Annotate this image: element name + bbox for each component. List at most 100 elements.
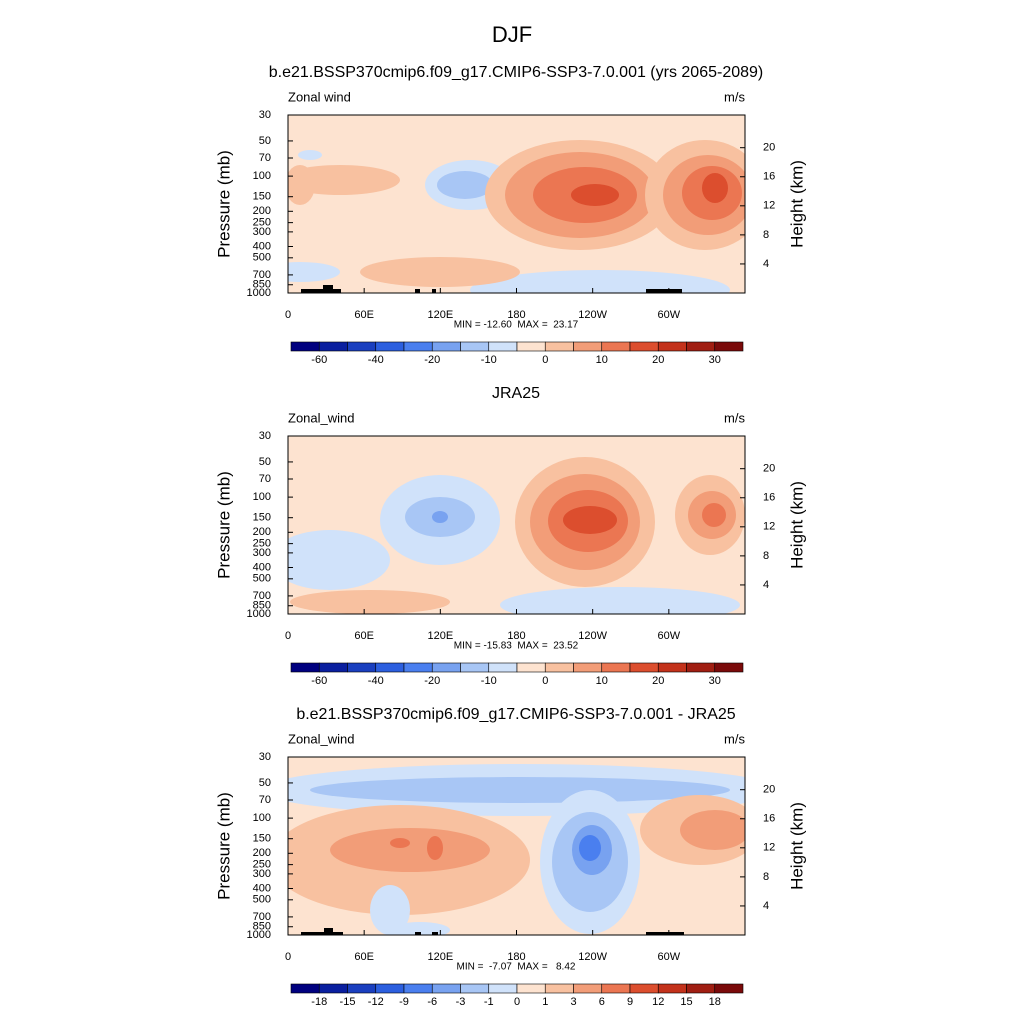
colorbar-box <box>375 983 405 994</box>
colorbar-box <box>686 983 716 994</box>
colorbar-label: 10 <box>596 675 608 687</box>
left-label: Zonal_wind <box>288 731 355 746</box>
colorbar-box <box>431 662 461 673</box>
colorbar-box <box>573 662 603 673</box>
y2-tick-label: 16 <box>763 813 775 825</box>
contour-fill <box>298 150 322 160</box>
y-axis-label: Pressure (mb) <box>214 150 233 258</box>
topography <box>432 289 436 293</box>
right-label: m/s <box>724 731 745 746</box>
contour-fill <box>702 503 726 527</box>
colorbar-label: -40 <box>368 354 384 366</box>
colorbar-label: -1 <box>484 996 494 1008</box>
y-tick-label: 1000 <box>247 287 271 299</box>
y-tick-label: 150 <box>253 833 271 845</box>
topography <box>323 285 333 293</box>
contour-fill <box>370 885 410 935</box>
topography <box>415 932 421 935</box>
x-tick-label: 180 <box>507 630 525 642</box>
x-tick-label: 60E <box>354 951 374 963</box>
colorbar-box <box>573 341 603 352</box>
x-tick-label: 120E <box>427 630 453 642</box>
colorbar-label: -9 <box>399 996 409 1008</box>
topography <box>324 928 333 935</box>
y-tick-label: 700 <box>253 590 271 602</box>
colorbar-box <box>686 341 716 352</box>
colorbar-box <box>601 341 631 352</box>
y2-axis-label: Height (km) <box>787 481 806 569</box>
colorbar-label: -20 <box>424 354 440 366</box>
y-tick-label: 400 <box>253 882 271 894</box>
x-tick-label: 0 <box>285 951 291 963</box>
x-tick-label: 0 <box>285 630 291 642</box>
colorbar-box <box>714 662 744 673</box>
topography <box>646 289 682 293</box>
x-tick-label: 60W <box>658 630 681 642</box>
y-tick-label: 200 <box>253 847 271 859</box>
colorbar-label: 15 <box>680 996 692 1008</box>
topography <box>301 932 343 935</box>
y2-tick-label: 20 <box>763 784 775 796</box>
left-label: Zonal_wind <box>288 410 355 425</box>
y-tick-label: 50 <box>259 456 271 468</box>
y-tick-label: 300 <box>253 547 271 559</box>
colorbar-box <box>601 662 631 673</box>
x-tick-label: 60W <box>658 951 681 963</box>
colorbar-box <box>488 662 518 673</box>
colorbar-box <box>629 983 659 994</box>
colorbar-label: 3 <box>570 996 576 1008</box>
colorbar-box <box>573 983 603 994</box>
y-tick-label: 300 <box>253 226 271 238</box>
colorbar-box <box>544 983 574 994</box>
colorbar-label: 20 <box>652 354 664 366</box>
contour-fill <box>330 828 490 872</box>
colorbar-box <box>657 983 687 994</box>
x-tick-label: 120W <box>578 309 607 321</box>
colorbar-box <box>347 983 377 994</box>
contour-fill <box>437 171 493 199</box>
x-tick-label: 120E <box>427 951 453 963</box>
contour-fill <box>571 184 619 206</box>
colorbar-box <box>375 662 405 673</box>
stats: MIN = -7.07 MAX = 8.42 <box>457 962 576 973</box>
x-tick-label: 60E <box>354 630 374 642</box>
colorbar-box <box>516 662 546 673</box>
colorbar-label: 30 <box>709 675 721 687</box>
contour-fill <box>702 173 728 203</box>
colorbar-label: -10 <box>481 675 497 687</box>
colorbar-box <box>403 341 433 352</box>
colorbar-box <box>516 983 546 994</box>
y2-tick-label: 4 <box>763 258 769 270</box>
y-axis-label: Pressure (mb) <box>214 792 233 900</box>
y-tick-label: 70 <box>259 152 271 164</box>
y-tick-label: 70 <box>259 794 271 806</box>
panel-title: b.e21.BSSP370cmip6.f09_g17.CMIP6-SSP3-7.… <box>296 706 735 723</box>
contour-fill <box>500 587 740 614</box>
y-tick-label: 30 <box>259 751 271 763</box>
colorbar-box <box>629 341 659 352</box>
colorbar-box <box>488 983 518 994</box>
colorbar-box <box>403 983 433 994</box>
x-tick-label: 120E <box>427 309 453 321</box>
contour-fill <box>360 257 520 287</box>
x-tick-label: 0 <box>285 309 291 321</box>
x-tick-label: 60E <box>354 309 374 321</box>
panel-title: JRA25 <box>492 385 540 402</box>
y-tick-label: 250 <box>253 538 271 550</box>
colorbar-label: -18 <box>311 996 327 1008</box>
colorbar-label: -12 <box>368 996 384 1008</box>
y2-tick-label: 16 <box>763 171 775 183</box>
colorbar-box <box>431 341 461 352</box>
y-tick-label: 200 <box>253 526 271 538</box>
colorbar-label: -60 <box>311 354 327 366</box>
contour-fill <box>390 922 450 935</box>
colorbar-label: -20 <box>424 675 440 687</box>
contour-fill <box>288 530 390 590</box>
colorbar-box <box>431 983 461 994</box>
x-tick-label: 120W <box>578 630 607 642</box>
colorbar-box <box>686 662 716 673</box>
y-tick-label: 700 <box>253 269 271 281</box>
colorbar-box <box>657 662 687 673</box>
y-tick-label: 70 <box>259 473 271 485</box>
contour-fill <box>470 270 730 293</box>
